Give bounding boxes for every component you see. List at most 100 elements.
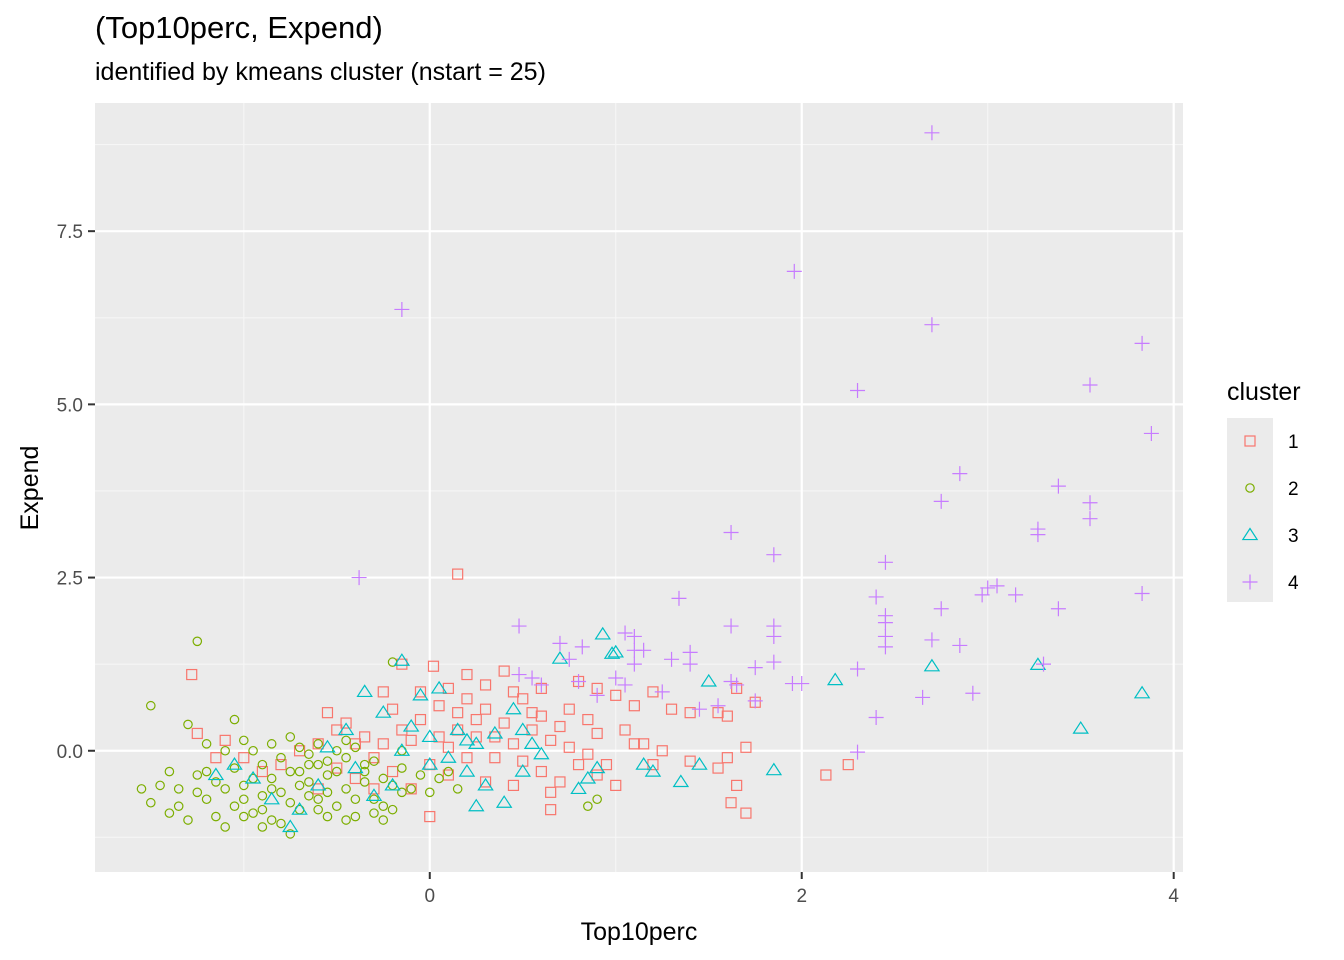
data-point [276,818,286,829]
data-point [414,686,427,698]
data-point [594,626,611,640]
data-point [570,781,587,795]
data-point [173,801,184,811]
legend-key-1 [1244,435,1256,447]
data-point [517,693,529,705]
data-point [369,794,379,805]
y-tick-label: 0.0 [57,742,83,763]
data-point [248,745,258,756]
data-point [312,783,324,795]
data-point [638,738,650,750]
y-tick-label: 2.5 [57,569,83,590]
data-point [393,743,411,756]
data-point [533,677,549,693]
data-point [378,801,389,811]
data-point [321,707,334,719]
data-point [434,773,444,784]
data-point [406,784,416,794]
data-point [164,766,175,777]
chart-subtitle: identified by kmeans cluster (nstart = 2… [95,58,546,86]
data-point [211,777,221,787]
data-point [610,689,622,701]
data-point [665,703,678,715]
data-point [405,734,417,746]
data-point [479,703,492,715]
legend-key-2 [1245,483,1255,493]
data-point [313,794,323,805]
data-point [285,732,296,742]
series-2 [136,636,602,839]
data-point [442,741,454,753]
data-point [397,787,407,798]
data-point [322,756,333,766]
data-point [415,770,426,780]
data-point [766,654,782,670]
data-point [229,801,240,811]
data-point [248,808,258,818]
data-point [933,601,949,617]
legend-title: cluster [1227,378,1301,406]
data-point [524,670,540,686]
data-point [582,713,594,726]
data-point [682,656,698,672]
legend-label-4: 4 [1288,573,1299,594]
data-point [489,752,501,764]
data-point [582,748,594,760]
data-point [285,829,296,839]
data-point [915,689,931,705]
data-point [341,815,351,825]
data-point [322,811,333,822]
data-point [365,788,383,801]
data-point [173,784,184,794]
data-point [294,742,305,753]
data-point [201,739,212,749]
data-point [359,759,370,770]
data-point [458,732,476,746]
data-point [505,701,522,715]
data-point [974,587,990,603]
data-point [554,720,566,733]
data-point [656,745,668,757]
data-point [266,815,277,825]
data-point [721,752,733,764]
data-point [691,701,707,717]
data-point [545,804,557,816]
data-point [563,703,575,715]
legend-label-2: 2 [1288,479,1299,500]
data-point [517,755,529,767]
data-point [229,763,240,773]
data-point [1050,601,1066,617]
data-point [628,700,640,712]
data-point [322,787,333,798]
data-point [461,752,473,764]
data-point [635,757,652,770]
data-point [341,735,351,746]
data-point [244,770,262,784]
data-point [1072,720,1089,734]
data-point [850,383,866,399]
data-point [511,667,527,683]
data-point [868,589,884,605]
data-point [394,301,410,317]
data-point [285,797,296,808]
data-point [723,525,739,541]
data-point [952,637,968,653]
data-point [402,718,420,732]
data-point [282,819,299,833]
x-axis: 0 2 4 [424,872,1179,907]
data-point [952,466,968,482]
data-point [238,811,249,822]
data-point [470,713,482,726]
data-point [842,759,854,771]
data-point [1143,425,1159,441]
data-point [1134,335,1150,351]
data-point [257,804,268,815]
data-point [765,762,783,776]
data-point [201,794,212,805]
data-point [636,642,652,658]
data-point [740,807,752,819]
x-axis-title: Top10perc [581,918,698,946]
data-point [386,765,399,778]
data-point [826,672,844,686]
